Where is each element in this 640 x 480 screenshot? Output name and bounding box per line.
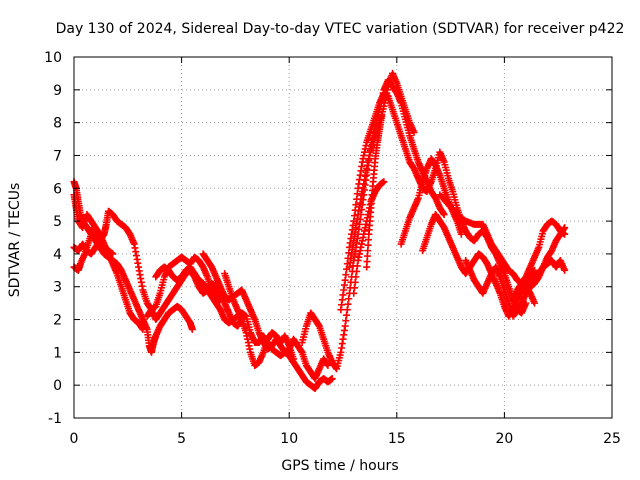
y-tick-label: 7 bbox=[53, 148, 62, 164]
x-tick-labels: 0 5 10 15 20 25 bbox=[70, 431, 621, 447]
data-point bbox=[561, 224, 569, 232]
x-tick-label: 0 bbox=[70, 431, 79, 447]
data-point bbox=[561, 266, 569, 274]
x-tick-label: 25 bbox=[603, 431, 621, 447]
y-tick-label: 5 bbox=[53, 214, 62, 230]
y-tick-label: 1 bbox=[53, 345, 62, 361]
data-point bbox=[139, 325, 147, 333]
y-tick-label: 2 bbox=[53, 313, 62, 329]
grid-lines bbox=[74, 57, 612, 418]
data-point bbox=[328, 375, 336, 383]
y-tick-label: 3 bbox=[53, 280, 62, 296]
data-point bbox=[410, 128, 418, 136]
y-tick-label: 6 bbox=[53, 181, 62, 197]
x-tick-label: 10 bbox=[280, 431, 298, 447]
data-points bbox=[70, 69, 569, 392]
x-tick-label: 15 bbox=[388, 431, 406, 447]
data-point bbox=[188, 325, 196, 333]
y-axis-label: SDTVAR / TECUs bbox=[7, 183, 23, 298]
y-tick-label: 4 bbox=[53, 247, 62, 263]
x-tick-label: 5 bbox=[177, 431, 186, 447]
data-point bbox=[324, 361, 332, 369]
x-tick-label: 20 bbox=[495, 431, 513, 447]
y-tick-label: 0 bbox=[53, 378, 62, 394]
y-tick-label: -1 bbox=[48, 411, 62, 427]
y-tick-label: 9 bbox=[53, 83, 62, 99]
y-tick-labels: -1 0 1 2 3 4 5 6 7 8 9 10 bbox=[44, 50, 62, 427]
data-point bbox=[238, 316, 246, 324]
data-point bbox=[440, 211, 448, 219]
plot-frame bbox=[73, 56, 613, 419]
y-tick-label: 8 bbox=[53, 116, 62, 132]
x-axis-label: GPS time / hours bbox=[281, 458, 398, 474]
chart-title: Day 130 of 2024, Sidereal Day-to-day VTE… bbox=[56, 21, 625, 37]
data-point bbox=[290, 355, 298, 363]
y-tick-label: 10 bbox=[44, 50, 62, 66]
axis-ticks bbox=[73, 56, 613, 419]
data-point bbox=[531, 299, 539, 307]
data-point bbox=[457, 230, 465, 238]
data-point bbox=[380, 178, 388, 186]
